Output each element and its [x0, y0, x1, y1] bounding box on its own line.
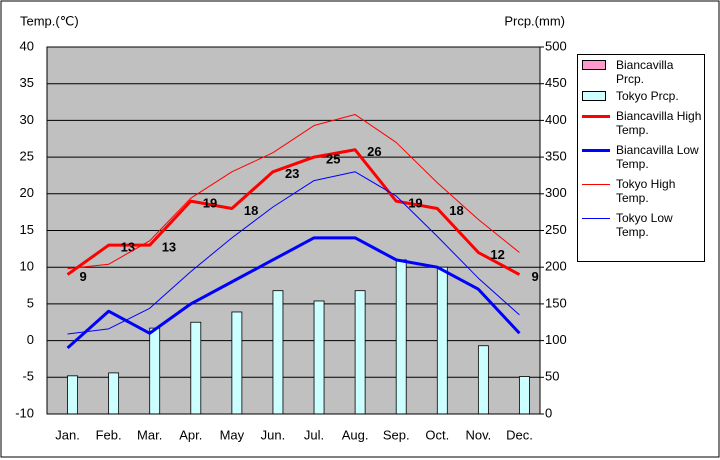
bar: [149, 327, 161, 415]
y2-tick-label: 150: [545, 295, 567, 310]
legend-swatch: [582, 211, 610, 225]
data-label: 9: [80, 269, 87, 284]
bar: [272, 290, 284, 415]
y-tick-label: -10: [15, 405, 34, 420]
x-tick-label: Jul.: [304, 427, 324, 442]
x-tick-label: Aug.: [342, 427, 369, 442]
x-tick-label: Nov.: [465, 427, 491, 442]
x-tick-label: Feb.: [96, 427, 122, 442]
y2-tick-label: 100: [545, 332, 567, 347]
legend-line: [582, 217, 610, 219]
data-label: 25: [326, 152, 340, 167]
data-label: 13: [121, 240, 135, 255]
x-tick-label: Oct.: [425, 427, 449, 442]
y2-tick-label: 500: [545, 38, 567, 53]
y-tick-label: 5: [27, 295, 34, 310]
legend-item: Biancavilla Prcp.: [582, 58, 704, 86]
bar: [67, 375, 78, 415]
y2-tick-label: 400: [545, 112, 567, 127]
bar: [436, 266, 448, 415]
data-label: 9: [531, 269, 538, 284]
y-tick-label: 40: [20, 38, 34, 53]
legend-swatch: [582, 143, 610, 157]
legend-line: [582, 183, 610, 185]
x-tick-label: May: [220, 427, 245, 442]
y-tick-label: 10: [20, 259, 34, 274]
legend-line: [582, 148, 610, 152]
data-label: 19: [203, 196, 217, 211]
data-label: 18: [449, 203, 463, 218]
legend-label: Tokyo High Temp.: [616, 177, 676, 205]
y-tick-label: -5: [22, 369, 34, 384]
legend-item: Biancavilla Low Temp.: [582, 143, 704, 171]
legend-swatch: [582, 109, 610, 123]
y-tick-label: 0: [27, 332, 34, 347]
plot-frame: [46, 46, 541, 415]
x-tick-label: Jan.: [55, 427, 80, 442]
bar: [395, 259, 407, 415]
legend-label: Biancavilla Low Temp.: [616, 143, 699, 171]
line: [67, 114, 520, 270]
data-label: 18: [244, 203, 258, 218]
y2-tick-label: 250: [545, 222, 567, 237]
line: [66, 236, 521, 350]
bar: [477, 345, 489, 415]
data-label: 26: [367, 144, 381, 159]
legend-line: [582, 114, 610, 118]
x-tick-label: Mar.: [137, 427, 162, 442]
y-tick-label: 35: [20, 75, 34, 90]
bar: [519, 376, 530, 415]
y2-tick-label: 450: [545, 75, 567, 90]
legend-item: Tokyo Prcp.: [582, 89, 704, 103]
legend-swatch: [582, 91, 606, 101]
x-tick-label: Dec.: [506, 427, 533, 442]
bar: [108, 372, 120, 415]
legend-item: Biancavilla High Temp.: [582, 109, 704, 137]
y-axis-label: Temp.(℃): [20, 13, 79, 28]
line: [67, 171, 520, 335]
y-tick-label: 20: [20, 185, 34, 200]
bar: [354, 290, 366, 415]
legend-label: Biancavilla Prcp.: [616, 58, 674, 86]
data-label: 13: [162, 240, 176, 255]
data-label: 12: [490, 247, 504, 262]
legend-item: Tokyo Low Temp.: [582, 211, 704, 239]
legend-swatch: [582, 177, 610, 191]
bar: [190, 321, 202, 415]
legend-label: Tokyo Prcp.: [616, 89, 679, 103]
y2-tick-label: 300: [545, 185, 567, 200]
legend-swatch: [582, 60, 606, 70]
y-tick-label: 25: [20, 149, 34, 164]
legend-item: Tokyo High Temp.: [582, 177, 704, 205]
y2-tick-label: 200: [545, 259, 567, 274]
legend-label: Biancavilla High Temp.: [616, 109, 702, 137]
legend: Biancavilla Prcp. Tokyo Prcp. Biancavilla …: [577, 54, 705, 262]
y2-axis-label: Prcp.(mm): [504, 13, 565, 28]
x-tick-label: Sep.: [383, 427, 410, 442]
y-tick-label: 15: [20, 222, 34, 237]
bar: [313, 300, 325, 415]
legend-label: Tokyo Low Temp.: [616, 211, 673, 239]
y2-tick-label: 50: [545, 369, 559, 384]
x-tick-label: Jun.: [261, 427, 286, 442]
data-label: 23: [285, 166, 299, 181]
x-tick-label: Apr.: [179, 427, 202, 442]
y2-tick-label: 0: [545, 405, 552, 420]
data-label: 19: [408, 196, 422, 211]
y-tick-label: 30: [20, 112, 34, 127]
bar: [231, 311, 243, 415]
y2-tick-label: 350: [545, 149, 567, 164]
